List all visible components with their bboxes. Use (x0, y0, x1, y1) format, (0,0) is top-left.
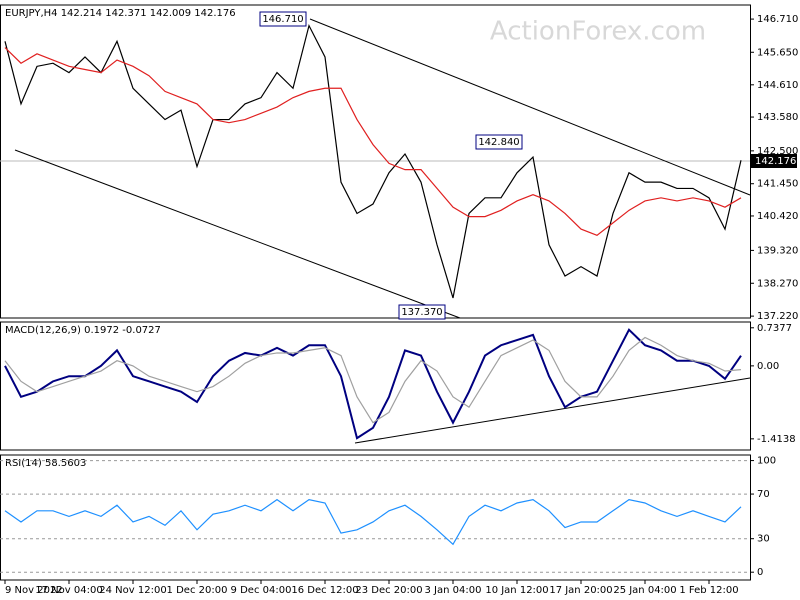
x-tick-label: 10 Jan 12:00 (485, 585, 548, 596)
annotation: 142.840 (478, 137, 519, 148)
series-line (4, 498, 742, 546)
y-tick-label: 140.420 (757, 211, 798, 222)
x-tick-label: 9 Dec 04:00 (231, 585, 292, 596)
y-tick-label: 144.610 (757, 80, 798, 91)
watermark: ActionForex.com (490, 17, 706, 47)
panel-border (0, 321, 751, 451)
y-tick-label: -1.4138 (757, 434, 796, 445)
x-tick-label: 17 Nov 04:00 (35, 585, 102, 596)
x-tick-label: 1 Dec 20:00 (167, 585, 228, 596)
y-tick-label: 0.7377 (757, 323, 792, 334)
panel-border (0, 4, 751, 319)
series-line (4, 336, 742, 424)
x-tick-label: 24 Nov 12:00 (99, 585, 166, 596)
current-price-label: 142.176 (755, 156, 796, 167)
panel-border (0, 454, 751, 581)
y-tick-label: 146.710 (757, 14, 798, 25)
trend-line (14, 149, 461, 319)
y-tick-label: 142.500 (757, 146, 798, 157)
y-tick-label: 70 (757, 489, 770, 500)
series-line (4, 23, 742, 299)
y-tick-label: 145.650 (757, 47, 798, 58)
x-tick-label: 25 Jan 04:00 (613, 585, 676, 596)
y-tick-label: 139.320 (757, 245, 798, 256)
series-line (4, 47, 742, 237)
y-tick-label: 143.580 (757, 112, 798, 123)
trend-line (309, 18, 751, 196)
series-line (4, 328, 742, 440)
annotation-box (398, 304, 446, 320)
trend-line (354, 377, 751, 444)
annotation-box (259, 11, 307, 27)
panel-title: MACD(12,26,9) 0.1972 -0.0727 (5, 325, 161, 336)
panel-title: RSI(14) 58.5603 (5, 458, 86, 469)
x-tick-label: 3 Jan 04:00 (425, 585, 482, 596)
x-tick-label: 16 Dec 12:00 (291, 585, 358, 596)
y-tick-label: 141.450 (757, 179, 798, 190)
panel-title: EURJPY,H4 142.214 142.371 142.009 142.17… (5, 8, 236, 19)
y-tick-label: 100 (757, 456, 776, 467)
annotation: 137.370 (401, 307, 442, 318)
x-tick-label: 9 Nov 2022 (5, 585, 63, 596)
y-tick-label: 0 (757, 567, 763, 578)
y-tick-label: 137.220 (757, 311, 798, 322)
y-tick-label: 138.270 (757, 278, 798, 289)
annotation: 146.710 (262, 14, 303, 25)
x-tick-label: 17 Jan 20:00 (549, 585, 612, 596)
y-tick-label: 30 (757, 534, 770, 545)
annotation-box (475, 134, 523, 150)
x-tick-label: 23 Dec 20:00 (355, 585, 422, 596)
current-price-box (751, 153, 797, 168)
x-tick-label: 1 Feb 12:00 (679, 585, 738, 596)
y-tick-label: 0.00 (757, 361, 779, 372)
